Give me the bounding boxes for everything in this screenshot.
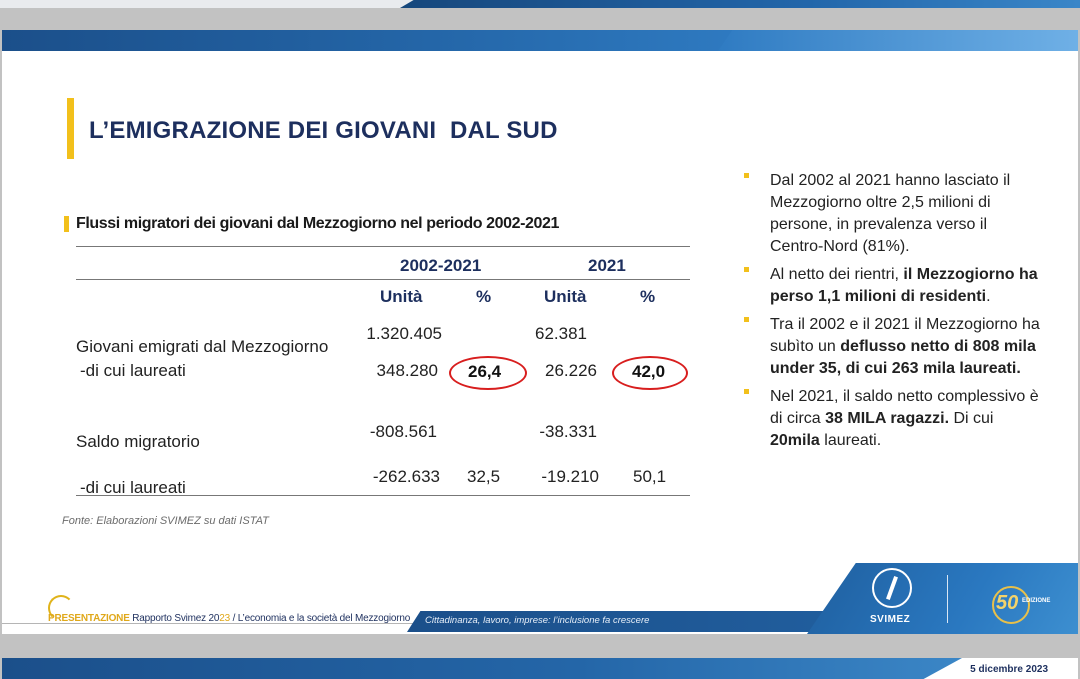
slide: L’EMIGRAZIONE DEI GIOVANI DAL SUD Flussi… [2,30,1078,634]
table-top-rule [76,246,690,247]
top-strip [0,0,1080,8]
bullet-item: Dal 2002 al 2021 hanno lasciato il Mezzo… [742,170,1042,258]
footer-year-suffix: 23 [219,613,230,624]
bullet-text: . [986,288,991,305]
svimez-logo-text: SVIMEZ [870,614,911,625]
bullet-text: Al netto dei rientri, [770,266,904,283]
highlight-circle [612,356,688,390]
row-label-di-cui-laureati: -di cui laureati [80,361,186,380]
logo-separator [947,575,948,623]
col-header-unita-1: Unità [380,287,423,306]
bullet-item: Al netto dei rientri, il Mezzogiorno ha … [742,264,1042,308]
bullet-item: Nel 2021, il saldo netto complessivo è d… [742,386,1042,452]
presentation-date: 5 dicembre 2023 [970,664,1048,675]
cell-pct-2021: 50,1 [633,467,667,486]
bullet-text: Nel 2021, il saldo netto complessivo è d… [770,388,1039,427]
svimez-logo-icon [872,568,912,608]
footer-presentazione: PRESENTAZIONE [48,613,130,624]
bullet-list: Dal 2002 al 2021 hanno lasciato il Mezzo… [742,170,1042,458]
slide-title: L’EMIGRAZIONE DEI GIOVANI DAL SUD [89,117,558,144]
table-subtitle: Flussi migratori dei giovani dal Mezzogi… [76,215,560,232]
bullet-text: Tra il 2002 e il 2021 il Mezzogiorno ha … [770,316,1040,355]
next-slide-peek: 5 dicembre 2023 [2,658,1078,679]
row-label-giovani-emigrati: Giovani emigrati dal Mezzogiorno [76,337,329,356]
gray-separator [0,8,1080,30]
svimez-panel [807,563,1078,634]
cell-unita-2002-2021: -808.561 [369,422,437,441]
slide-topbar [2,30,1078,51]
bullet-text-bold: il Mezzogiorno ha perso 1,1 milioni di r… [770,266,1038,305]
presentazione-circle-icon [48,595,74,621]
cell-unita-2002-2021: -262.633 [372,467,440,486]
bullet-text: Di cui [949,410,994,427]
cell-unita-2021: -19.210 [541,467,599,486]
row-label-saldo-migratorio: Saldo migratorio [76,432,200,451]
cell-pct-2002-2021: 32,5 [467,467,501,486]
row-label-di-cui-laureati: -di cui laureati [80,478,186,497]
bullet-marker-icon [744,173,749,178]
cell-unita-2002-2021: 1.320.405 [366,324,442,343]
cell-unita-2021: 62.381 [535,324,587,343]
footer-separator: / [230,613,238,624]
edizione-label: EDIZIONE [1022,598,1051,604]
cell-pct-2002-2021: 26,4 [468,362,502,381]
subtitle-accent-bar [64,216,69,232]
highlight-circle [449,356,527,390]
footer-label: PRESENTAZIONE Rapporto Svimez 2023 / L’e… [48,613,410,624]
bullet-text-bold: 20mila [770,432,820,449]
cell-unita-2021: 26.226 [545,361,597,380]
bullet-marker-icon [744,317,749,322]
footer-tagline: L’economia e la società del Mezzogiorno [237,613,411,624]
period-header-2002-2021: 2002-2021 [400,256,482,275]
bullet-text-bold: deflusso netto di 808 mila under 35, di … [770,338,1036,377]
period-header-2021: 2021 [588,256,626,275]
fifty-edizione-logo: 50 [992,586,1030,624]
bullet-marker-icon [744,389,749,394]
gray-separator [0,634,1080,658]
fifty-number: 50 [996,592,1019,614]
footer-ribbon-text: Cittadinanza, lavoro, imprese: l’inclusi… [425,615,650,626]
bullet-marker-icon [744,267,749,272]
cell-unita-2021: -38.331 [539,422,597,441]
bullet-text: Dal 2002 al 2021 hanno lasciato il Mezzo… [770,172,1011,255]
bullet-item: Tra il 2002 e il 2021 il Mezzogiorno ha … [742,314,1042,380]
next-slide-ribbon [2,658,962,679]
table-header-rule [76,279,690,280]
source-note: Fonte: Elaborazioni SVIMEZ su dati ISTAT [62,515,269,527]
title-accent-bar [67,98,74,159]
col-header-unita-2: Unità [544,287,587,306]
cell-unita-2002-2021: 348.280 [376,361,438,380]
col-header-pct-1: % [476,287,492,306]
bullet-text-bold: 38 MILA ragazzi. [825,410,950,427]
footer-rapporto: Rapporto Svimez 20 [129,613,220,624]
col-header-pct-2: % [640,287,656,306]
table-bottom-rule [76,495,690,496]
cell-pct-2021: 42,0 [632,362,666,381]
bullet-text: laureati. [819,432,882,449]
